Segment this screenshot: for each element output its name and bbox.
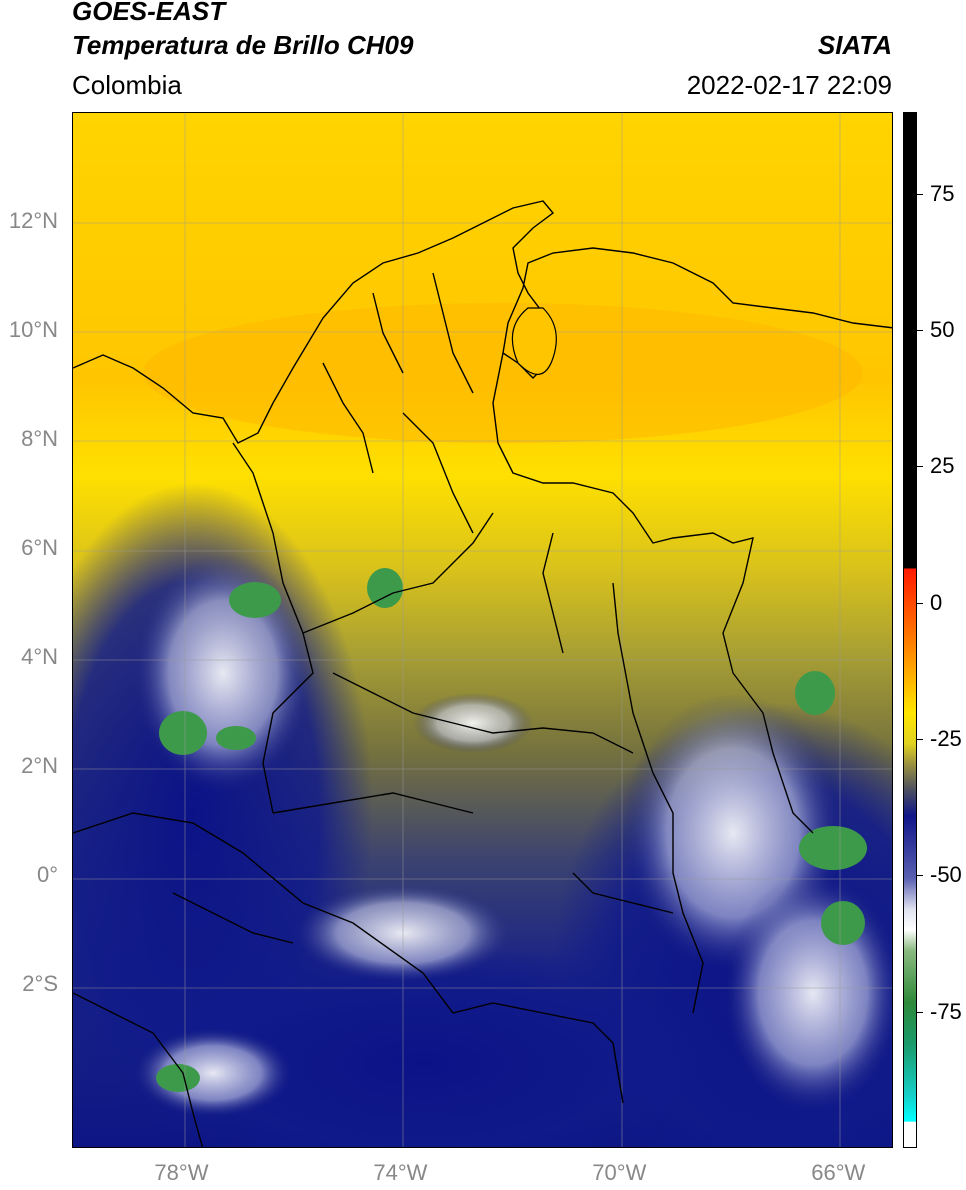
longitude-label: 66°W [811,1160,866,1185]
latitude-label: 10°N [8,317,58,343]
colorbar-tick-mark [917,193,923,195]
colorbar-tick-label: 25 [930,453,955,479]
latitude-label: 2°S [22,971,58,997]
cold-core-6 [799,826,867,870]
lake-maracaibo [511,307,557,375]
region-label: Colombia [72,70,182,100]
cold-core-1 [229,582,281,618]
cold-core-3 [159,711,207,755]
latitude-label: 8°N [21,426,58,452]
colorbar [903,112,917,1148]
colorbar-tick-label: -25 [930,726,962,752]
latitude-label: 0° [36,862,58,888]
cold-core-5 [795,671,835,715]
timestamp-label: 2022-02-17 22:09 [686,70,892,100]
latitude-label: 6°N [21,535,58,561]
colorbar-tick-label: 75 [930,180,955,206]
colorbar-gradient [904,113,916,1147]
colorbar-tick-mark [917,602,923,604]
colorbar-tick-label: 50 [930,317,955,343]
cold-core-7 [821,901,865,945]
borders [73,200,892,1147]
longitude-label: 74°W [373,1160,428,1185]
latitude-label: 4°N [21,644,58,670]
colorbar-tick-mark [917,875,923,877]
brand-label: SIATA [817,30,892,60]
cold-core-4 [216,726,256,750]
latitude-label: 2°N [21,753,58,779]
latitude-label: 12°N [8,208,58,234]
colorbar-tick-mark [917,466,923,468]
colorbar-tick-mark [917,330,923,332]
warm-band [143,303,863,443]
longitude-label: 78°W [154,1160,209,1185]
colorbar-tick-mark [917,739,923,741]
satellite-title: GOES-EAST [72,0,226,26]
gridlines [73,113,892,1147]
map-canvas [73,113,892,1147]
cloud-top-5 [133,1028,293,1118]
colorbar-tick-label: -50 [930,862,962,888]
product-title: Temperatura de Brillo CH09 [72,30,414,60]
colorbar-tick-label: -75 [930,998,962,1024]
colorbar-tick-mark [917,1011,923,1013]
satellite-map[interactable] [72,112,893,1148]
cloud-top-6 [413,693,533,753]
cold-core-8 [156,1064,200,1092]
colorbar-tick-label: 0 [930,589,943,615]
longitude-label: 70°W [592,1160,647,1185]
cold-core-2 [367,568,403,608]
